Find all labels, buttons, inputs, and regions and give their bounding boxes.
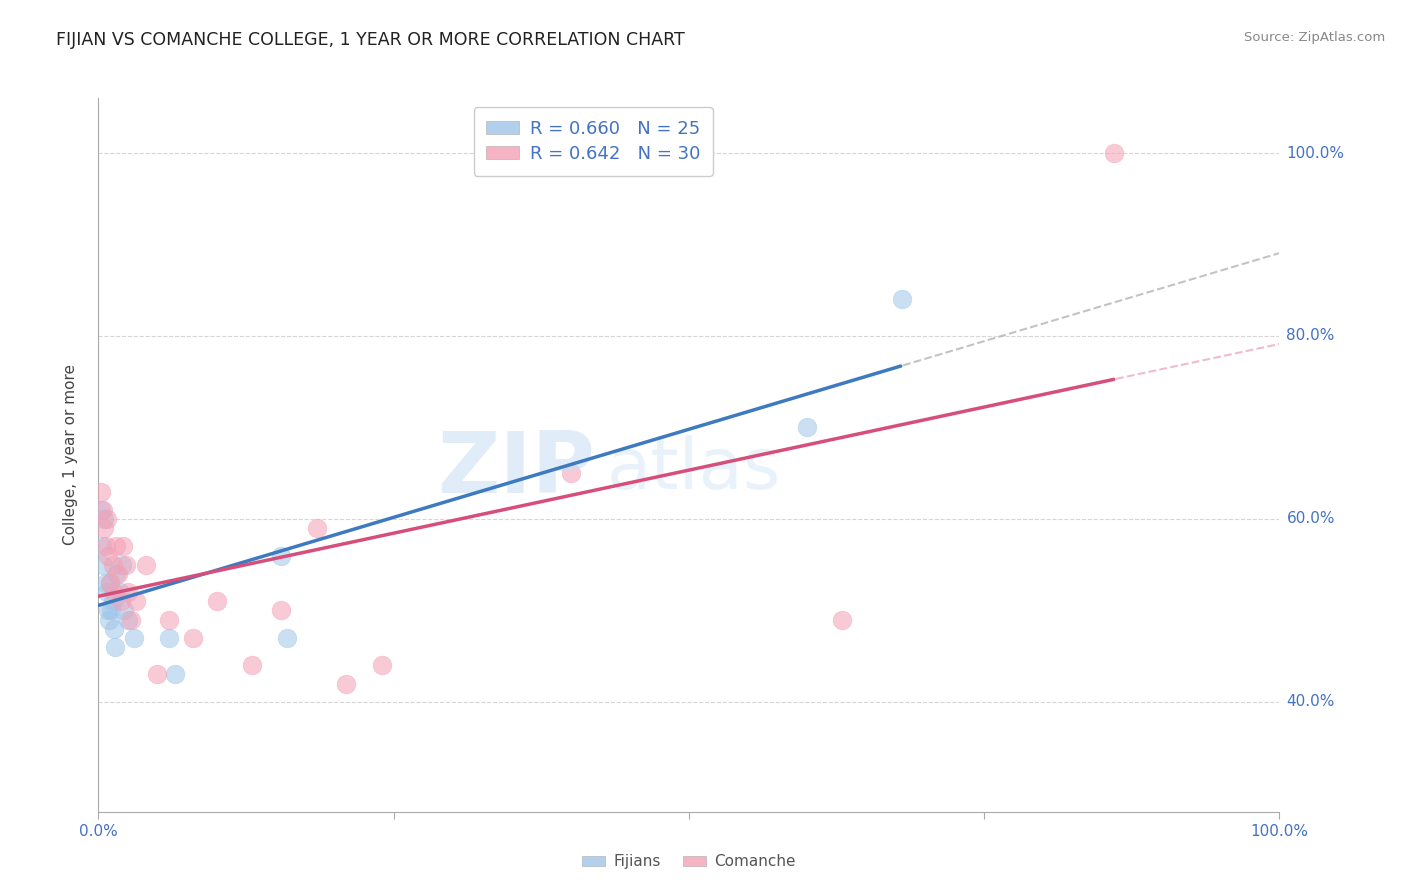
Point [276,631,298,645]
Legend: Fijians, Comanche: Fijians, Comanche [576,848,801,875]
Point [91,503,114,517]
Point [98,576,121,591]
Point [1102,146,1125,161]
Point [104,640,127,654]
Point [121,613,143,627]
Point [90,503,112,517]
Point [96,585,118,599]
Point [305,521,328,535]
Point [270,603,292,617]
Point [181,631,204,645]
Point [98,576,121,591]
Point [101,558,124,572]
Point [125,594,148,608]
Point [91,540,114,554]
Point [157,613,180,627]
Point [100,603,122,617]
Point [97,603,120,617]
Point [114,558,136,572]
Point [112,603,135,617]
Point [165,667,187,681]
Point [103,585,125,599]
Point [117,613,139,627]
Point [107,566,129,581]
Point [157,631,180,645]
Text: 40.0%: 40.0% [1286,695,1334,709]
Point [96,512,118,526]
Text: 60.0%: 60.0% [1286,511,1334,526]
Point [110,594,132,608]
Point [93,512,115,526]
Text: Source: ZipAtlas.com: Source: ZipAtlas.com [1244,31,1385,45]
Point [98,613,121,627]
Point [108,585,131,599]
Point [146,667,169,681]
Point [105,540,128,554]
Point [205,594,228,608]
Text: FIJIAN VS COMANCHE COLLEGE, 1 YEAR OR MORE CORRELATION CHART: FIJIAN VS COMANCHE COLLEGE, 1 YEAR OR MO… [56,31,685,49]
Point [97,549,120,563]
Point [831,613,853,627]
Text: 100.0%: 100.0% [1286,145,1344,161]
Point [94,576,117,591]
Point [796,420,818,434]
Point [105,566,128,581]
Y-axis label: College, 1 year or more: College, 1 year or more [63,365,77,545]
Text: ZIP: ZIP [437,427,595,511]
Text: 80.0%: 80.0% [1286,328,1334,343]
Text: atlas: atlas [606,434,780,504]
Point [335,676,357,690]
Point [111,558,134,572]
Point [270,549,292,563]
Point [91,558,114,572]
Point [117,585,139,599]
Point [93,521,115,535]
Point [240,658,263,673]
Point [90,484,112,499]
Point [101,594,124,608]
Point [94,540,117,554]
Point [890,293,912,307]
Point [122,631,145,645]
Point [112,540,135,554]
Point [371,658,394,673]
Point [560,467,582,481]
Point [135,558,157,572]
Point [103,622,125,636]
